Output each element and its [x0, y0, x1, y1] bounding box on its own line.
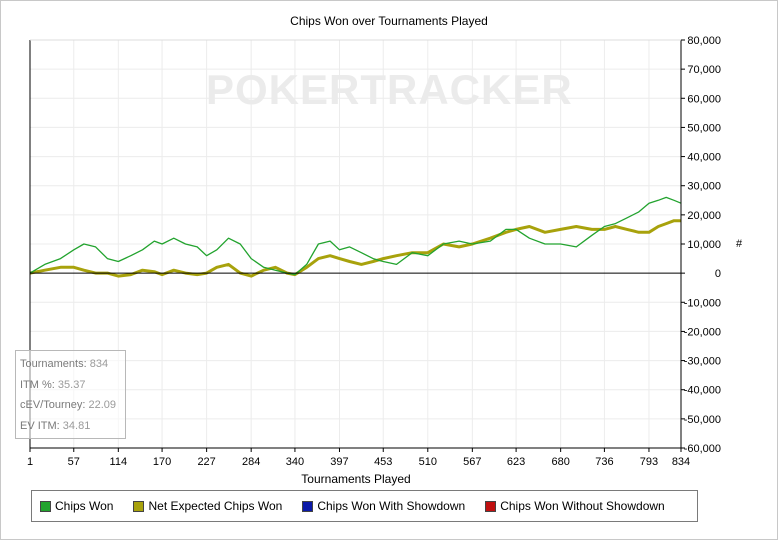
y-tick-label: 0 — [715, 268, 721, 280]
red-square-icon — [485, 500, 497, 512]
y-tick-label: 10,000 — [687, 239, 721, 251]
y-tick-label: 20,000 — [687, 210, 721, 222]
legend-item-net-expected[interactable]: Net Expected Chips Won — [133, 499, 282, 513]
series-line-net-expected — [29, 219, 681, 278]
y-tick-label: -30,000 — [684, 356, 721, 368]
stat-value: 35.37 — [57, 378, 86, 391]
x-tick-label: 793 — [640, 456, 658, 468]
x-tick-label: 284 — [242, 456, 260, 468]
x-tick-label: 680 — [551, 456, 569, 468]
x-tick-label: 567 — [463, 456, 481, 468]
legend-item-without-showdown[interactable]: Chips Won Without Showdown — [485, 499, 665, 513]
legend-label: Chips Won Without Showdown — [500, 499, 665, 513]
y-tick-label: -10,000 — [684, 297, 721, 309]
x-tick-label: 510 — [419, 456, 437, 468]
x-tick-label: 453 — [374, 456, 392, 468]
stat-label: EV ITM: — [20, 419, 60, 432]
x-tick-label: 57 — [68, 456, 80, 468]
y-tick-label: 80,000 — [687, 35, 721, 47]
stats-box: Tournaments: 834 ITM %: 35.37 cEV/Tourne… — [15, 350, 126, 439]
olive-square-icon — [133, 500, 145, 512]
x-tick-label: 340 — [286, 456, 304, 468]
x-tick-label: 227 — [197, 456, 215, 468]
y-tick-label: 70,000 — [687, 64, 721, 76]
stat-label: Tournaments: — [20, 358, 87, 370]
pokertracker-watermark: POKERTRACKER — [206, 66, 573, 113]
stat-tournaments: Tournaments: 834 — [20, 354, 125, 375]
legend-label: Chips Won — [55, 499, 114, 513]
grid-layer — [29, 39, 682, 449]
x-tick-label: 170 — [153, 456, 171, 468]
series-layer — [29, 196, 682, 278]
stat-label: ITM %: — [20, 378, 55, 391]
chart-title: Chips Won over Tournaments Played — [290, 14, 488, 28]
stat-value: 22.09 — [88, 399, 117, 411]
blue-square-icon — [302, 500, 314, 512]
stat-cev: cEV/Tourney: 22.09 — [20, 395, 125, 416]
y-tick-label: 50,000 — [687, 122, 721, 134]
stat-ev-itm: EV ITM: 34.81 — [20, 416, 125, 437]
x-tick-label: 114 — [110, 456, 128, 468]
y-tick-label: 30,000 — [687, 181, 721, 193]
y-axis-label: # — [736, 238, 743, 250]
stat-value: 34.81 — [62, 419, 91, 432]
x-tick-label: 623 — [507, 456, 525, 468]
stat-label: cEV/Tourney: — [20, 399, 86, 411]
legend-item-with-showdown[interactable]: Chips Won With Showdown — [302, 499, 465, 513]
green-square-icon — [40, 500, 51, 512]
stat-itm: ITM %: 35.37 — [20, 375, 125, 396]
chart-legend: Chips Won Net Expected Chips Won Chips W… — [31, 490, 698, 522]
legend-label: Chips Won With Showdown — [317, 499, 466, 513]
y-tick-label: -60,000 — [684, 443, 721, 455]
legend-label: Net Expected Chips Won — [148, 499, 283, 513]
x-tick-label: 834 — [672, 456, 690, 468]
y-tick-label: 60,000 — [687, 93, 721, 105]
x-tick-label: 1 — [27, 456, 33, 468]
x-axis-label: Tournaments Played — [301, 472, 411, 486]
y-tick-label: -20,000 — [684, 326, 721, 338]
y-tick-label: 40,000 — [687, 152, 721, 164]
x-tick-label: 736 — [595, 456, 613, 468]
stat-value: 834 — [89, 358, 109, 370]
y-tick-label: -40,000 — [684, 385, 721, 397]
series-line-chips-won — [29, 196, 682, 276]
legend-item-chips-won[interactable]: Chips Won — [40, 499, 113, 513]
x-tick-label: 397 — [330, 456, 348, 468]
y-tick-label: -50,000 — [684, 414, 721, 426]
axis-layer: 80,000 70,000 60,000 50,000 40,000 30,000 20,0… — [27, 35, 721, 468]
